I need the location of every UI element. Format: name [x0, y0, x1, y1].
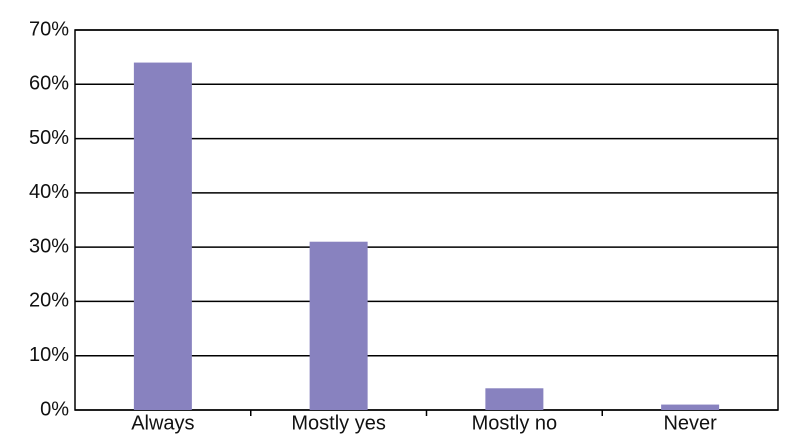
- y-tick-label: 60%: [29, 73, 69, 95]
- y-tick-label: 40%: [29, 181, 69, 203]
- bar: [133, 62, 192, 410]
- y-tick-label: 30%: [29, 235, 69, 257]
- y-tick-label: 70%: [29, 18, 69, 40]
- y-tick-label: 0%: [40, 398, 69, 420]
- x-tick-label: Always: [131, 412, 194, 434]
- y-tick-label: 10%: [29, 344, 69, 366]
- x-tick-label: Mostly yes: [291, 412, 385, 434]
- bar: [485, 388, 544, 410]
- x-tick-label: Mostly no: [472, 412, 558, 434]
- bar: [309, 241, 368, 410]
- x-tick-label: Never: [663, 412, 717, 434]
- y-tick-label: 50%: [29, 127, 69, 149]
- y-tick-label: 20%: [29, 290, 69, 312]
- bar: [661, 404, 720, 410]
